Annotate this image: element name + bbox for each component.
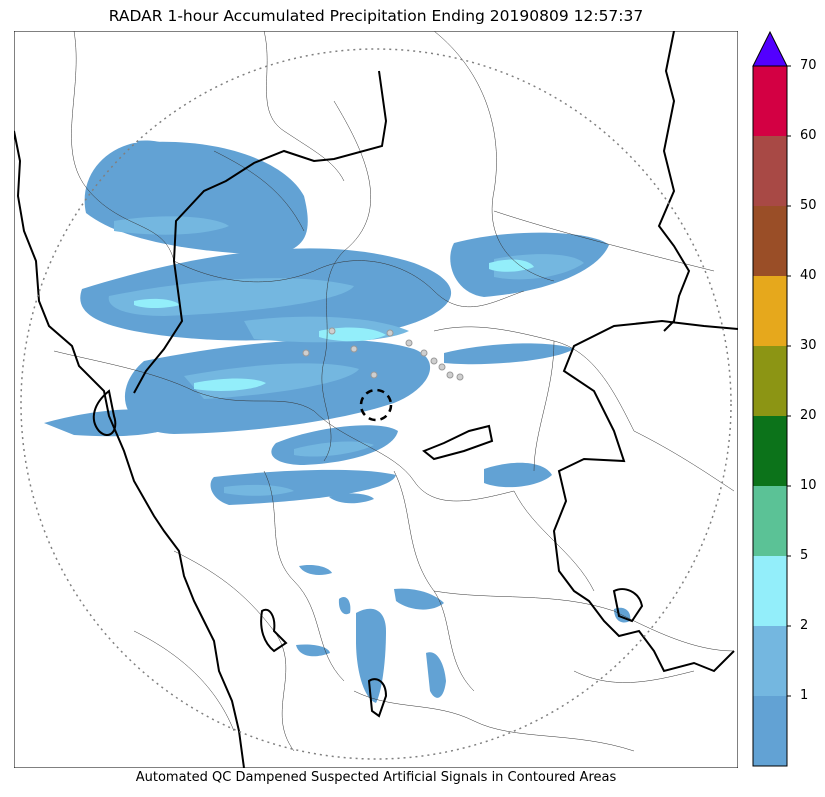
colorbar-bin [753, 696, 787, 766]
colorbar-tick-label: 10 [800, 478, 817, 493]
qc-contoured-areas [302, 327, 464, 381]
colorbar-bin [753, 136, 787, 206]
radar-site-marker [359, 388, 393, 422]
colorbar-tick-label: 1 [800, 688, 809, 703]
colorbar-tick-label: 50 [800, 198, 817, 213]
colorbar-bin [753, 626, 787, 696]
radar-range-ring [20, 48, 732, 760]
colorbar-bin [753, 66, 787, 136]
colorbar-tick-label: 5 [800, 548, 809, 563]
colorbar-tick-label: 70 [800, 58, 817, 73]
colorbar-ticks [787, 65, 791, 697]
colorbar-bin [753, 276, 787, 346]
radar-map [14, 31, 738, 768]
colorbar-bins [753, 66, 787, 766]
colorbar-bin [753, 556, 787, 626]
colorbar-extend-arrow [752, 30, 788, 67]
precipitation-heavy [134, 259, 534, 391]
qc-caption: Automated QC Dampened Suspected Artifici… [135, 770, 617, 785]
colorbar-tick-label: 60 [800, 128, 817, 143]
colorbar-tick-label: 40 [800, 268, 817, 283]
colorbar-bin [753, 416, 787, 486]
map-title: RADAR 1-hour Accumulated Precipitation E… [108, 7, 644, 25]
colorbar-tick-label: 30 [800, 338, 817, 353]
colorbar-bin [753, 206, 787, 276]
colorbar-tick-label: 20 [800, 408, 817, 423]
coastline [14, 130, 245, 768]
precip-colorbar [752, 30, 791, 767]
colorbar-tick-label: 2 [800, 618, 809, 633]
colorbar-bin [753, 346, 787, 416]
colorbar-bin [753, 486, 787, 556]
state-borders [92, 31, 738, 718]
